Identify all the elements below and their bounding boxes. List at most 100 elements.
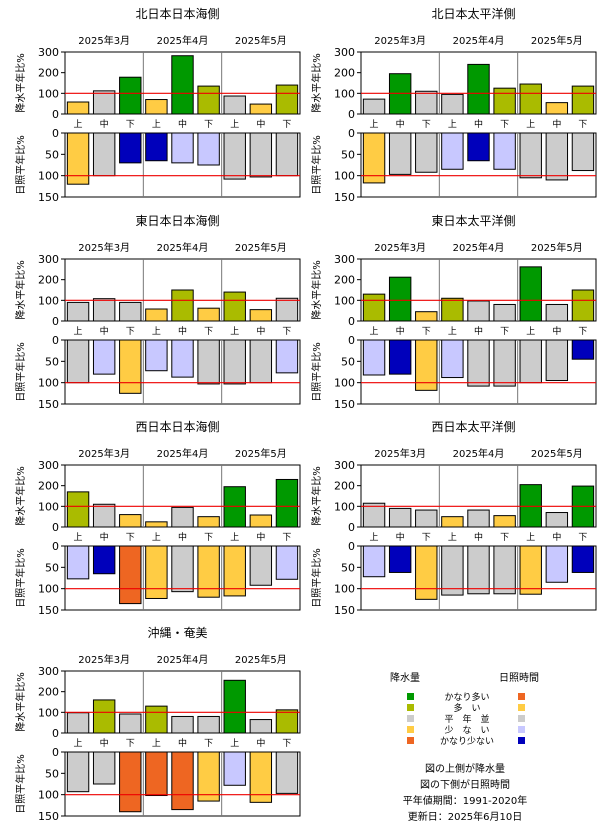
legend-sun-title: 日照時間 — [499, 672, 539, 684]
sun-bar — [415, 545, 438, 600]
precip-bar — [571, 85, 595, 115]
region-panel: 西日本太平洋側 2025年3月 2025年4月 2025年5月 0 100 200 300 降水… — [310, 419, 597, 617]
dekad-label: 上 — [526, 326, 535, 337]
sun-axis-label: 日照平年比% — [14, 342, 27, 402]
sun-bar — [223, 132, 246, 180]
sun-tick-label: 50 — [45, 767, 59, 780]
legend-precip-swatch — [407, 704, 414, 711]
dekad-label: 下 — [126, 533, 135, 543]
dekad-label: 下 — [204, 120, 213, 130]
sun-tick-label: 150 — [334, 604, 355, 617]
precip-bar — [197, 516, 220, 528]
legend-precip-swatch — [407, 726, 414, 733]
dekad-label: 上 — [370, 119, 379, 130]
sun-bar — [249, 545, 273, 586]
region-panel: 北日本太平洋側 2025年3月 2025年4月 2025年5月 0 100 200 300 降水… — [310, 6, 597, 204]
precip-tick-label: 0 — [348, 521, 355, 534]
sun-bar — [493, 545, 516, 595]
sun-bar — [119, 545, 142, 605]
sun-tick-label: 150 — [38, 398, 59, 411]
precip-bar — [415, 509, 438, 528]
dekad-label: 下 — [282, 533, 291, 543]
month-label: 2025年5月 — [235, 447, 287, 460]
precip-bar — [275, 297, 299, 322]
dekad-label: 下 — [282, 120, 291, 130]
month-label: 2025年4月 — [157, 447, 209, 460]
sun-bar — [197, 751, 220, 802]
note-line: 更新日：2025年6月10日 — [408, 810, 523, 823]
month-label: 2025年5月 — [531, 241, 583, 254]
dekad-label: 下 — [500, 327, 509, 337]
dekad-label: 下 — [578, 120, 587, 130]
precip-tick-label: 200 — [334, 274, 355, 287]
sun-axis-label: 日照平年比% — [310, 135, 323, 195]
dekad-label: 上 — [370, 532, 379, 543]
precip-bar — [92, 90, 116, 115]
precip-bar — [145, 705, 168, 734]
precip-axis-label: 降水平年比% — [310, 53, 323, 113]
region-title: 沖縄・奄美 — [147, 625, 207, 640]
dekad-label: 中 — [256, 737, 265, 749]
precip-tick-label: 300 — [38, 459, 59, 472]
precip-bar — [275, 709, 299, 734]
sun-bar — [545, 339, 569, 382]
sun-bar — [223, 339, 246, 385]
sun-bar — [171, 339, 194, 378]
precip-bar — [493, 87, 516, 115]
precip-tick-label: 0 — [52, 521, 59, 534]
dekad-label: 上 — [152, 326, 161, 337]
month-label: 2025年3月 — [374, 447, 426, 460]
legend-precip-title: 降水量 — [390, 671, 420, 684]
dekad-label: 中 — [256, 325, 265, 337]
precip-tick-label: 200 — [38, 274, 59, 287]
sun-tick-label: 100 — [334, 583, 355, 596]
precip-tick-label: 100 — [38, 706, 59, 719]
month-label: 2025年5月 — [235, 34, 287, 47]
legend-item-label: かなり少ない — [440, 736, 494, 747]
sun-tick-label: 150 — [38, 810, 59, 823]
dekad-label: 中 — [552, 118, 561, 130]
precip-bar — [223, 291, 246, 322]
sun-bar — [493, 132, 516, 170]
dekad-label: 中 — [474, 118, 483, 130]
sun-axis-label: 日照平年比% — [14, 754, 27, 814]
dekad-label: 上 — [370, 326, 379, 337]
precip-tick-label: 100 — [334, 500, 355, 513]
region-title: 北日本日本海側 — [135, 6, 219, 21]
dekad-label: 中 — [552, 531, 561, 543]
sun-bar — [92, 751, 116, 785]
precip-bar — [119, 514, 142, 528]
precip-tick-label: 200 — [38, 480, 59, 493]
sun-tick-label: 0 — [52, 746, 59, 759]
sun-tick-label: 100 — [38, 789, 59, 802]
precip-bar — [197, 85, 220, 115]
dekad-label: 中 — [178, 737, 187, 749]
sun-bar — [171, 751, 194, 811]
precip-axis-label: 降水平年比% — [310, 466, 323, 526]
note-line: 図の上側が降水量 — [425, 762, 505, 775]
sun-bar — [249, 339, 273, 384]
sun-bar — [388, 339, 412, 375]
precip-bar — [493, 515, 516, 528]
dekad-label: 中 — [396, 325, 405, 337]
precip-bar — [545, 102, 569, 115]
precip-bar — [362, 98, 386, 115]
sun-bar — [223, 545, 246, 597]
legend-item-label: かなり多い — [444, 691, 489, 703]
precip-bar — [415, 90, 438, 115]
precip-bar — [223, 679, 246, 734]
region-panel: 沖縄・奄美 2025年3月 2025年4月 2025年5月 0 100 200 300 降水平年… — [14, 625, 301, 823]
month-label: 2025年4月 — [157, 241, 209, 254]
sun-tick-label: 100 — [38, 170, 59, 183]
dekad-label: 下 — [282, 327, 291, 337]
dekad-label: 上 — [230, 326, 239, 337]
sun-bar — [145, 132, 168, 162]
legend-sun-swatch — [518, 715, 525, 722]
precip-bar — [275, 84, 299, 115]
sun-tick-label: 100 — [38, 377, 59, 390]
precip-tick-label: 0 — [52, 108, 59, 121]
precip-bar — [249, 719, 273, 734]
sun-bar — [571, 339, 595, 360]
